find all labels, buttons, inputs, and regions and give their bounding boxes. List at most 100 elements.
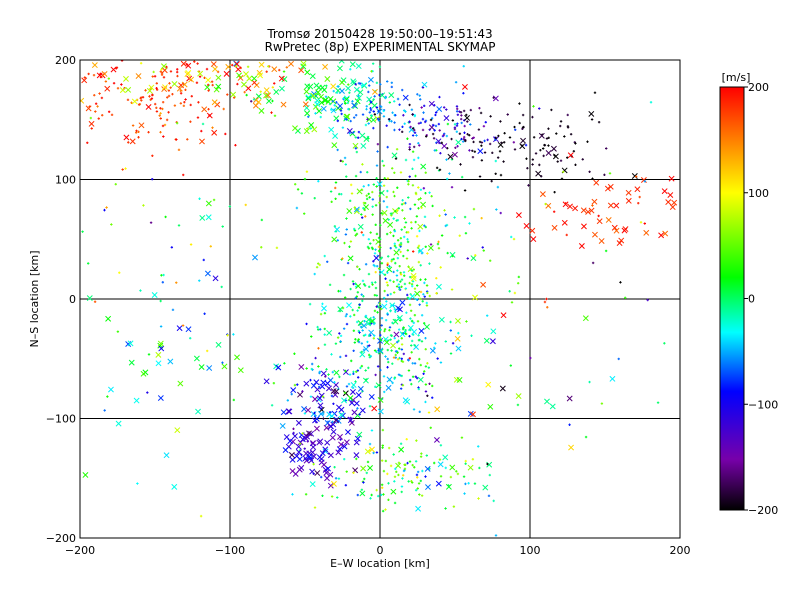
- data-point-plus: [409, 207, 412, 211]
- data-point-cross: [353, 439, 360, 446]
- data-point-plus: [331, 100, 335, 103]
- data-point-plus: [338, 332, 341, 335]
- data-point-plus: [435, 166, 439, 170]
- data-point-cross: [455, 345, 462, 352]
- data-point-plus: [380, 105, 383, 108]
- data-point-cross: [315, 89, 322, 96]
- data-point-cross: [442, 454, 449, 461]
- data-point-plus: [430, 117, 434, 120]
- data-point-cross: [631, 173, 638, 179]
- data-point-plus: [477, 497, 480, 500]
- data-point-plus: [397, 339, 400, 343]
- data-point-plus: [385, 300, 388, 303]
- data-point-cross: [252, 254, 258, 261]
- data-point-plus: [464, 231, 468, 235]
- data-point-plus: [413, 131, 417, 134]
- data-point-plus: [175, 138, 178, 141]
- data-point-cross: [591, 198, 598, 205]
- data-point-plus: [124, 167, 127, 170]
- data-point-plus: [411, 113, 414, 116]
- data-point-cross: [330, 428, 337, 435]
- data-point-plus: [421, 86, 425, 89]
- data-point-plus: [196, 116, 200, 119]
- data-point-cross: [174, 427, 181, 434]
- data-point-plus: [318, 263, 321, 267]
- data-point-plus: [521, 127, 524, 131]
- data-point-plus: [159, 299, 162, 303]
- data-point-plus: [401, 360, 405, 364]
- data-point-plus: [295, 206, 299, 210]
- data-point-cross: [485, 381, 492, 388]
- data-point-plus: [158, 114, 161, 117]
- data-point-plus: [411, 319, 414, 323]
- data-point-plus: [413, 313, 417, 317]
- data-point-cross: [171, 483, 178, 490]
- data-point-plus: [415, 215, 419, 218]
- data-point-cross: [464, 114, 471, 121]
- data-point-plus: [417, 207, 420, 210]
- colorbar-unit-label: [m/s]: [722, 71, 751, 84]
- data-point-plus: [413, 128, 416, 132]
- data-point-plus: [646, 298, 649, 302]
- data-point-plus: [408, 357, 412, 360]
- data-point-cross: [658, 232, 665, 239]
- data-point-plus: [574, 163, 577, 167]
- data-point-plus: [402, 271, 406, 274]
- data-point-plus: [369, 242, 372, 245]
- data-point-plus: [319, 328, 322, 331]
- data-point-cross: [447, 153, 454, 160]
- data-point-cross: [360, 465, 367, 472]
- data-point-cross: [354, 435, 361, 442]
- colorbar-tick-label: 200: [748, 81, 769, 94]
- data-point-plus: [375, 106, 379, 109]
- data-point-cross: [204, 270, 211, 277]
- data-point-plus: [426, 252, 429, 255]
- data-point-plus: [590, 118, 594, 121]
- data-point-plus: [363, 319, 366, 323]
- data-point-plus: [270, 404, 274, 407]
- data-point-plus: [147, 130, 150, 134]
- data-point-plus: [419, 264, 422, 267]
- grid-lines: [80, 60, 680, 538]
- data-point-plus: [369, 231, 372, 234]
- data-point-plus: [403, 282, 407, 286]
- data-point-plus: [516, 403, 520, 407]
- data-point-plus: [305, 322, 308, 326]
- data-point-plus: [411, 280, 415, 283]
- data-point-plus: [360, 488, 364, 492]
- data-point-cross: [357, 223, 364, 230]
- data-point-plus: [377, 236, 381, 240]
- data-point-plus: [369, 106, 372, 110]
- data-point-plus: [649, 101, 653, 104]
- data-point-plus: [328, 283, 332, 287]
- data-point-plus: [482, 125, 486, 128]
- data-point-plus: [414, 375, 418, 378]
- data-point-plus: [372, 238, 375, 242]
- data-point-plus: [164, 215, 167, 219]
- data-point-plus: [321, 395, 325, 398]
- data-point-cross: [523, 222, 530, 229]
- data-point-cross: [322, 446, 329, 453]
- data-point-plus: [460, 436, 464, 439]
- data-point-cross: [371, 88, 378, 95]
- data-point-plus: [343, 156, 347, 160]
- data-point-plus: [159, 70, 162, 73]
- data-point-cross: [321, 305, 327, 312]
- data-point-plus: [534, 152, 538, 155]
- data-point-cross: [295, 419, 302, 426]
- data-point-plus: [149, 221, 153, 224]
- data-point-cross: [434, 406, 441, 413]
- data-point-plus: [393, 336, 396, 340]
- data-point-cross: [210, 61, 217, 68]
- data-point-cross: [313, 425, 320, 432]
- data-point-plus: [358, 303, 361, 306]
- data-point-cross: [585, 208, 592, 215]
- data-point-cross: [211, 129, 218, 136]
- data-point-cross: [470, 255, 477, 262]
- data-point-plus: [634, 175, 638, 178]
- data-point-plus: [196, 62, 199, 65]
- data-point-cross: [359, 490, 366, 497]
- data-point-cross: [161, 86, 168, 93]
- data-point-plus: [345, 385, 349, 388]
- data-point-plus: [360, 84, 364, 87]
